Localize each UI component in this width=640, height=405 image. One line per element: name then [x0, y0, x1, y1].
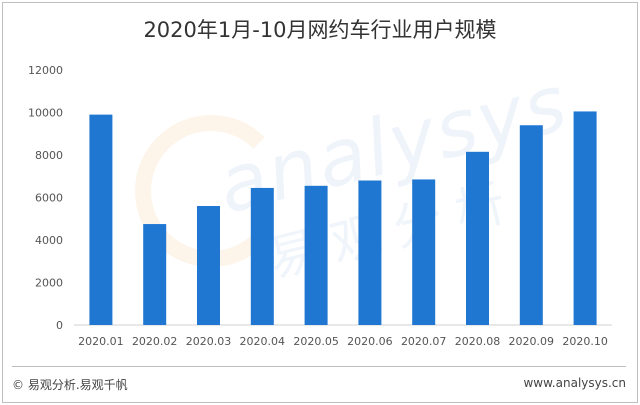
bar-2020.10 — [573, 111, 597, 325]
bar-2020.05 — [304, 185, 328, 325]
x-tick-label: 2020.05 — [293, 335, 339, 348]
bar-2020.08 — [466, 151, 489, 325]
x-tick-label: 2020.01 — [78, 335, 124, 348]
y-tick-label: 10000 — [28, 107, 63, 120]
y-tick-label: 8000 — [35, 149, 63, 162]
y-tick-label: 4000 — [35, 234, 63, 247]
x-tick-label: 2020.08 — [455, 335, 501, 348]
x-tick-label: 2020.09 — [509, 335, 555, 348]
x-tick-label: 2020.03 — [186, 335, 232, 348]
bar-2020.09 — [519, 125, 543, 325]
bar-2020.04 — [250, 187, 274, 325]
bar-2020.02 — [143, 224, 167, 325]
x-tick-label: 2020.10 — [562, 335, 608, 348]
bar-2020.07 — [412, 179, 436, 325]
bar-2020.06 — [358, 180, 382, 325]
y-tick-label: 12000 — [28, 64, 63, 77]
x-tick-label: 2020.07 — [401, 335, 447, 348]
x-tick-label: 2020.04 — [240, 335, 286, 348]
x-tick-label: 2020.06 — [347, 335, 393, 348]
footer-divider — [12, 366, 626, 367]
y-tick-label: 6000 — [35, 192, 63, 205]
bar-2020.01 — [89, 114, 113, 325]
x-tick-label: 2020.02 — [132, 335, 178, 348]
chart-title: 2020年1月-10月网约车行业用户规模 — [143, 18, 497, 42]
footer-source: © 易观分析.易观千帆 — [12, 378, 128, 392]
bar-2020.03 — [197, 206, 220, 325]
y-tick-label: 2000 — [35, 277, 63, 290]
footer-url: www.analysys.cn — [523, 376, 626, 390]
y-tick-label: 0 — [56, 319, 63, 332]
